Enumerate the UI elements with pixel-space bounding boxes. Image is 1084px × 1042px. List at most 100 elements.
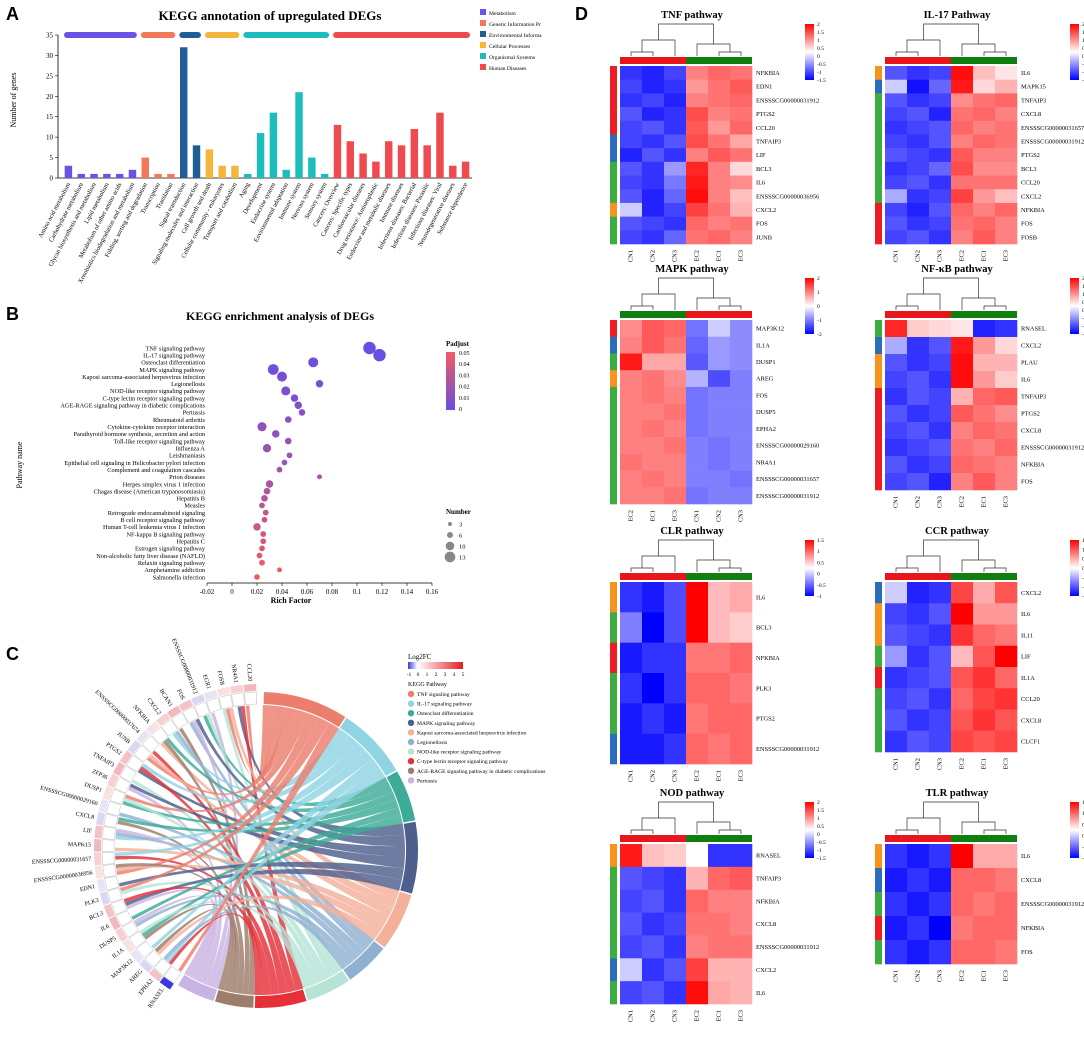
heatmap-cell [642, 733, 665, 765]
heatmap-cell [885, 730, 908, 753]
heatmap-cell [730, 453, 753, 471]
heatmap-cell [885, 422, 908, 440]
row-annotation [875, 582, 882, 604]
chord-log2fc-cell [243, 684, 257, 692]
heatmap-column-label: EC1 [715, 770, 722, 781]
heatmap-cell [885, 456, 908, 474]
b-pathway-label: Chagas disease (American trypanosomiasis… [94, 488, 205, 495]
a-legend-swatch [480, 42, 486, 48]
heatmap-cell [973, 645, 996, 668]
heatmap-cell [929, 603, 952, 625]
row-annotation [610, 175, 617, 190]
heatmap-column-label: EC3 [737, 770, 744, 781]
heatmap-cell [664, 437, 687, 455]
heatmap-cell [686, 336, 709, 354]
heatmap-cell [642, 453, 665, 471]
heatmap-row-label: CXCL2 [756, 967, 776, 974]
chord-gene-sector [102, 864, 117, 878]
heatmap-row-label: NFKBIA [1021, 925, 1045, 932]
b-pathway-label: Complement and coagulation cascades [107, 467, 205, 474]
heatmap-scale-tick: -0.5 [817, 583, 826, 589]
heatmap-cell [885, 667, 908, 689]
heatmap-cell [907, 422, 930, 440]
column-dendrogram [630, 23, 742, 56]
heatmap-row-label: CXCL8 [756, 921, 776, 928]
heatmap-cell [642, 703, 665, 734]
heatmap-cell [907, 66, 930, 80]
dendro-branch [923, 539, 979, 560]
heatmap-cell [885, 388, 908, 406]
heatmap-row-label: BCL3 [756, 166, 772, 173]
chord-gene-label: LIF [83, 828, 93, 835]
heatmap-cell [885, 93, 908, 108]
heatmap-cell [620, 216, 643, 231]
number-legend-label: 3 [459, 522, 462, 529]
bar-transcription [154, 173, 162, 178]
b-pathway-label: B cell receptor signaling pathway [120, 517, 205, 524]
heatmap-cell [907, 337, 930, 355]
b-pathway-label: Cytokine-cytokine receptor interaction [107, 424, 205, 431]
heatmap-cell [620, 320, 643, 338]
chord-log2fc-cell [230, 684, 244, 694]
heatmap-row-label: ENSSSCG00000031912 [1021, 445, 1084, 452]
heatmap-cell [973, 916, 996, 941]
heatmap-cell [995, 456, 1018, 474]
bar-infectious-diseases-bacterial [410, 128, 419, 178]
row-annotation [610, 912, 617, 936]
chord-ribbon [241, 705, 304, 991]
heatmap-cell [929, 868, 952, 893]
chord-legend-label: Osteoclast differentiation [417, 710, 474, 717]
heatmap-cell [708, 703, 731, 734]
heatmap-cell [929, 688, 952, 710]
heatmap-cell [907, 216, 930, 231]
heatmap-scale-tick: -1 [1082, 324, 1084, 330]
chord-gene-label: IL1A [111, 947, 126, 960]
heatmap-row-label: NFKBIA [1021, 207, 1045, 214]
heatmap-cell [929, 66, 952, 80]
dendro-branch [630, 567, 654, 572]
heatmap-cell [708, 134, 731, 149]
padjust-colorbar [446, 352, 455, 410]
chord-log2fc-cell [115, 927, 128, 942]
a-group-strip-human [333, 32, 470, 38]
heatmap-title: NOD pathway [660, 788, 725, 799]
chord-ribbon [124, 709, 308, 813]
heatmap-column-label: EC2 [693, 770, 700, 781]
heatmap-cell [730, 120, 753, 135]
a-ytick-label: 0 [50, 175, 54, 183]
heatmap-cell [708, 612, 731, 643]
heatmap-cell [686, 912, 709, 936]
heatmap-cell [620, 175, 643, 190]
heatmap-cell [973, 354, 996, 372]
heatmap-column-label: EC3 [671, 510, 678, 521]
heatmap-cell [642, 403, 665, 421]
heatmap-scale-tick: 0.5 [817, 46, 824, 52]
heatmap-scale-tick: 0 [817, 304, 820, 310]
heatmap-scale-tick: 0 [817, 572, 820, 578]
heatmap-cell [929, 582, 952, 604]
heatmap-cell [951, 337, 974, 355]
heatmap-cell [686, 403, 709, 421]
heatmap-row-label: CXCL8 [1021, 717, 1041, 724]
heatmap-cell [907, 405, 930, 423]
chord-gene-label: AREG [128, 968, 144, 984]
row-annotation [875, 79, 882, 94]
chord-gene-sector [206, 697, 222, 713]
heatmap-scale-tick: -0.5 [817, 62, 826, 68]
heatmap-column-label: EC2 [693, 250, 700, 261]
heatmap-cell [730, 912, 753, 936]
a-group-strip-metabolism [64, 32, 137, 38]
bar-development [256, 133, 265, 178]
heatmap-cell [730, 148, 753, 163]
heatmap-cell [664, 889, 687, 913]
heatmap-cell [708, 216, 731, 231]
b-point [290, 394, 299, 402]
heatmap-column-label: CN2 [914, 970, 921, 982]
chord-gene-label: PLK3 [84, 898, 99, 908]
dendro-branch [630, 51, 654, 56]
heatmap-cell [620, 453, 643, 471]
heatmap-scale-tick: 1.5 [817, 538, 824, 544]
chord-ribbon [151, 758, 380, 949]
heatmap-cell [885, 161, 908, 176]
heatmap-cell [951, 645, 974, 668]
